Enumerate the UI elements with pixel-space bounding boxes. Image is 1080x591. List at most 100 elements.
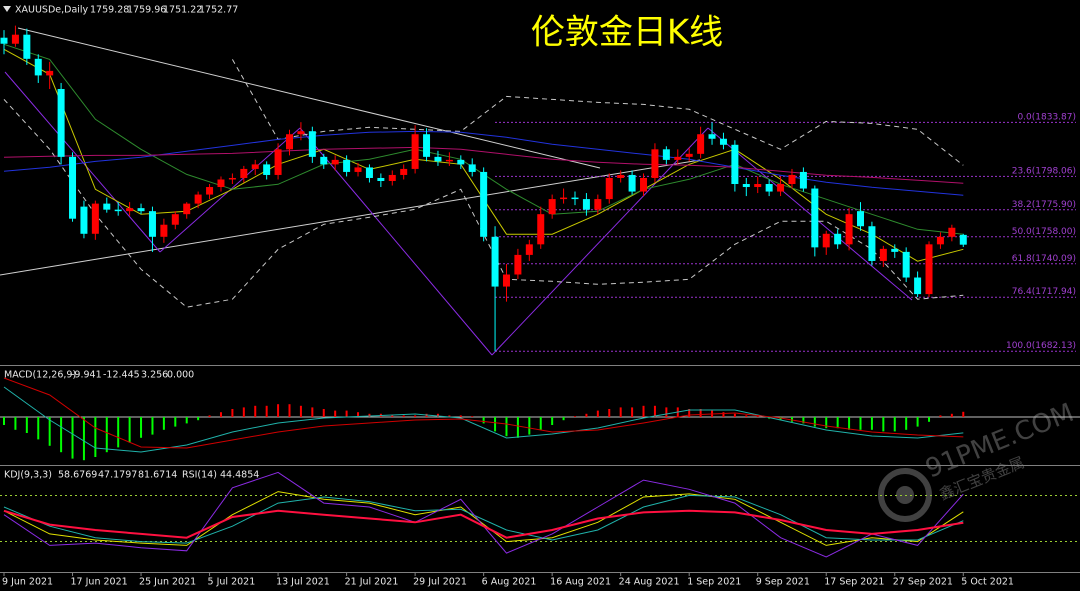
candle-body (434, 156, 442, 162)
macd-bar (619, 407, 622, 417)
macd-bar (574, 416, 576, 417)
rsi-readout: 44.4854 (220, 470, 259, 481)
candle-body (206, 187, 214, 195)
candle-body (320, 156, 328, 165)
fib-label: 61.8(1740.09) (1012, 254, 1076, 264)
kdj-readout: 58.6769 (58, 470, 97, 481)
candle-body (560, 197, 568, 200)
fib-label: 50.0(1758.00) (1012, 227, 1076, 237)
candle-body (811, 188, 819, 248)
candle-body (365, 167, 373, 178)
macd-bar (3, 417, 5, 425)
candle-body (605, 177, 613, 200)
candle-body (183, 203, 191, 215)
candle-body (69, 156, 77, 219)
macd-title: MACD(12,26,9) (4, 370, 76, 381)
candle-body (685, 153, 693, 157)
ohlc-open: 1759.28 (90, 5, 129, 16)
kdj-title: KDJ(9,3,3) (4, 470, 52, 481)
macd-bar (299, 405, 302, 417)
candle-body (799, 171, 807, 189)
macd-bar (699, 409, 702, 417)
macd-bar (790, 417, 793, 422)
macd-bar (448, 415, 451, 417)
candle-body (548, 199, 556, 215)
macd-bar (950, 413, 953, 417)
candle-body (114, 209, 122, 212)
macd-bar (859, 417, 862, 430)
macd-bar (208, 415, 211, 417)
macd-bar (870, 417, 873, 430)
candle-body (103, 203, 111, 210)
macd-bar (25, 417, 28, 433)
rsi-line (3, 509, 964, 539)
macd-bar (653, 405, 656, 417)
macd-bar (482, 417, 485, 424)
macd-bar (254, 405, 257, 417)
macd-bar (197, 417, 200, 421)
fib-label: 23.6(1798.06) (1012, 166, 1076, 176)
macd-bar (471, 416, 474, 417)
macd-bar (231, 409, 234, 417)
kdj-line (3, 494, 964, 544)
x-tick-label: 24 Aug 2021 (619, 577, 680, 588)
macd-readout: -12.445 (103, 370, 140, 381)
kdj-readout: 47.1797 (98, 470, 137, 481)
candle-body (194, 194, 202, 204)
candle-body (594, 199, 602, 210)
candle-body (742, 184, 750, 188)
ohlc-close: 1752.77 (199, 5, 238, 16)
drawing-objects (0, 27, 913, 356)
macd-readout: 3.256 (141, 370, 168, 381)
candle-body (80, 206, 88, 234)
macd-bar (140, 417, 143, 438)
candle-body (251, 164, 259, 169)
candle-body (708, 134, 716, 139)
x-tick-label: 6 Aug 2021 (482, 577, 537, 588)
x-tick-label: 9 Jun 2021 (2, 577, 53, 588)
macd-bar (117, 417, 120, 448)
macd-bar (905, 417, 908, 430)
macd-bar (162, 417, 165, 430)
macd-bar (151, 417, 154, 435)
macd-bar (642, 405, 645, 417)
candle-body (868, 226, 876, 261)
macd-bar (836, 417, 839, 429)
candle-body (879, 248, 887, 261)
candle-body (377, 177, 385, 181)
trend-line (0, 159, 701, 276)
x-tick-label: 5 Jul 2021 (208, 577, 256, 588)
candle-body (171, 214, 179, 225)
kdj-readout: 81.6714 (138, 470, 177, 481)
candle-body (0, 37, 8, 44)
zigzag-line (491, 127, 709, 356)
candle-body (263, 164, 271, 175)
x-tick-label: 9 Sep 2021 (756, 577, 810, 588)
candle-body (571, 197, 579, 200)
macd-bar (174, 417, 177, 427)
trend-line (17, 27, 601, 169)
candle-body (674, 156, 682, 160)
candle-body (822, 233, 830, 248)
candle-body (857, 211, 864, 227)
candle-body (582, 199, 590, 210)
macd-bar (37, 417, 40, 440)
macd-bar (368, 413, 371, 417)
macd-bar (962, 411, 965, 417)
zigzag-line (299, 127, 493, 356)
candle-body (537, 214, 545, 245)
candle-body (788, 174, 796, 185)
macd-bar (94, 417, 97, 457)
candle-body (765, 184, 773, 192)
menu-icon[interactable] (3, 6, 11, 12)
macd-bar (414, 415, 417, 417)
candle-body (160, 224, 168, 237)
macd-line (3, 386, 964, 453)
candle-body (902, 251, 910, 278)
macd-bar (608, 409, 611, 417)
candle-body (617, 174, 625, 178)
macd-bar (322, 409, 325, 417)
macd-bar (882, 417, 885, 432)
candle-body (57, 88, 65, 157)
